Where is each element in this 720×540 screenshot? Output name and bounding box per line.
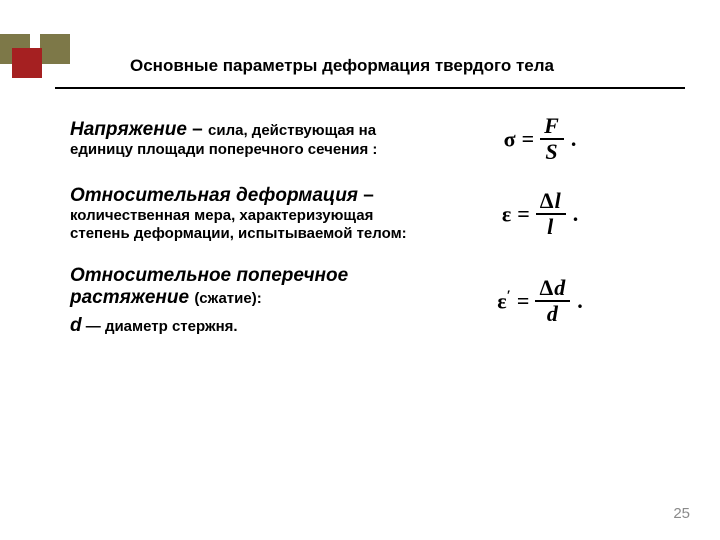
num-var: l xyxy=(555,188,562,213)
definition: количественная мера, характеризующая сте… xyxy=(70,207,407,242)
term: Напряжение xyxy=(70,119,187,140)
num-delta: Δ xyxy=(540,188,555,213)
page-title: Основные параметры деформация твердого т… xyxy=(130,56,554,76)
connector: – xyxy=(358,185,374,206)
content-area: Напряжение – сила, действующая на единиц… xyxy=(70,115,670,359)
formula-prime: ′ xyxy=(507,288,511,304)
definition-row: Относительная деформация – количественна… xyxy=(70,185,670,243)
note-var: d xyxy=(70,315,82,336)
title-underline xyxy=(55,87,685,89)
note: d — диаметр стержня. xyxy=(70,315,430,337)
formula-lhs: ε xyxy=(502,201,511,226)
term: Относительная деформация xyxy=(70,185,358,206)
definition: (сжатие): xyxy=(194,290,261,307)
den-var: d xyxy=(547,301,559,326)
definition-text: Относительная деформация – количественна… xyxy=(70,185,430,243)
num-delta: Δ xyxy=(539,275,554,300)
num-var: d xyxy=(554,275,566,300)
definition-row: Относительное поперечное растяжение (сжа… xyxy=(70,265,670,337)
page-number: 25 xyxy=(673,505,690,522)
formula: ε = Δl l . xyxy=(430,190,650,238)
definition-row: Напряжение – сила, действующая на единиц… xyxy=(70,115,670,163)
formula: σ = F S . xyxy=(430,115,650,163)
num-var: F xyxy=(544,113,560,138)
den-var: l xyxy=(547,214,554,239)
connector: – xyxy=(187,119,208,140)
decor-square-red xyxy=(12,48,42,78)
note-text: — диаметр стержня. xyxy=(82,318,238,335)
den-var: S xyxy=(545,139,558,164)
definition-text: Напряжение – сила, действующая на единиц… xyxy=(70,119,430,159)
definition-text: Относительное поперечное растяжение (сжа… xyxy=(70,265,430,337)
formula-lhs: ε xyxy=(497,288,506,313)
formula-lhs: σ xyxy=(504,126,516,151)
formula: ε′ = Δd d . xyxy=(430,277,650,325)
decor-square-olive-2 xyxy=(40,34,70,64)
